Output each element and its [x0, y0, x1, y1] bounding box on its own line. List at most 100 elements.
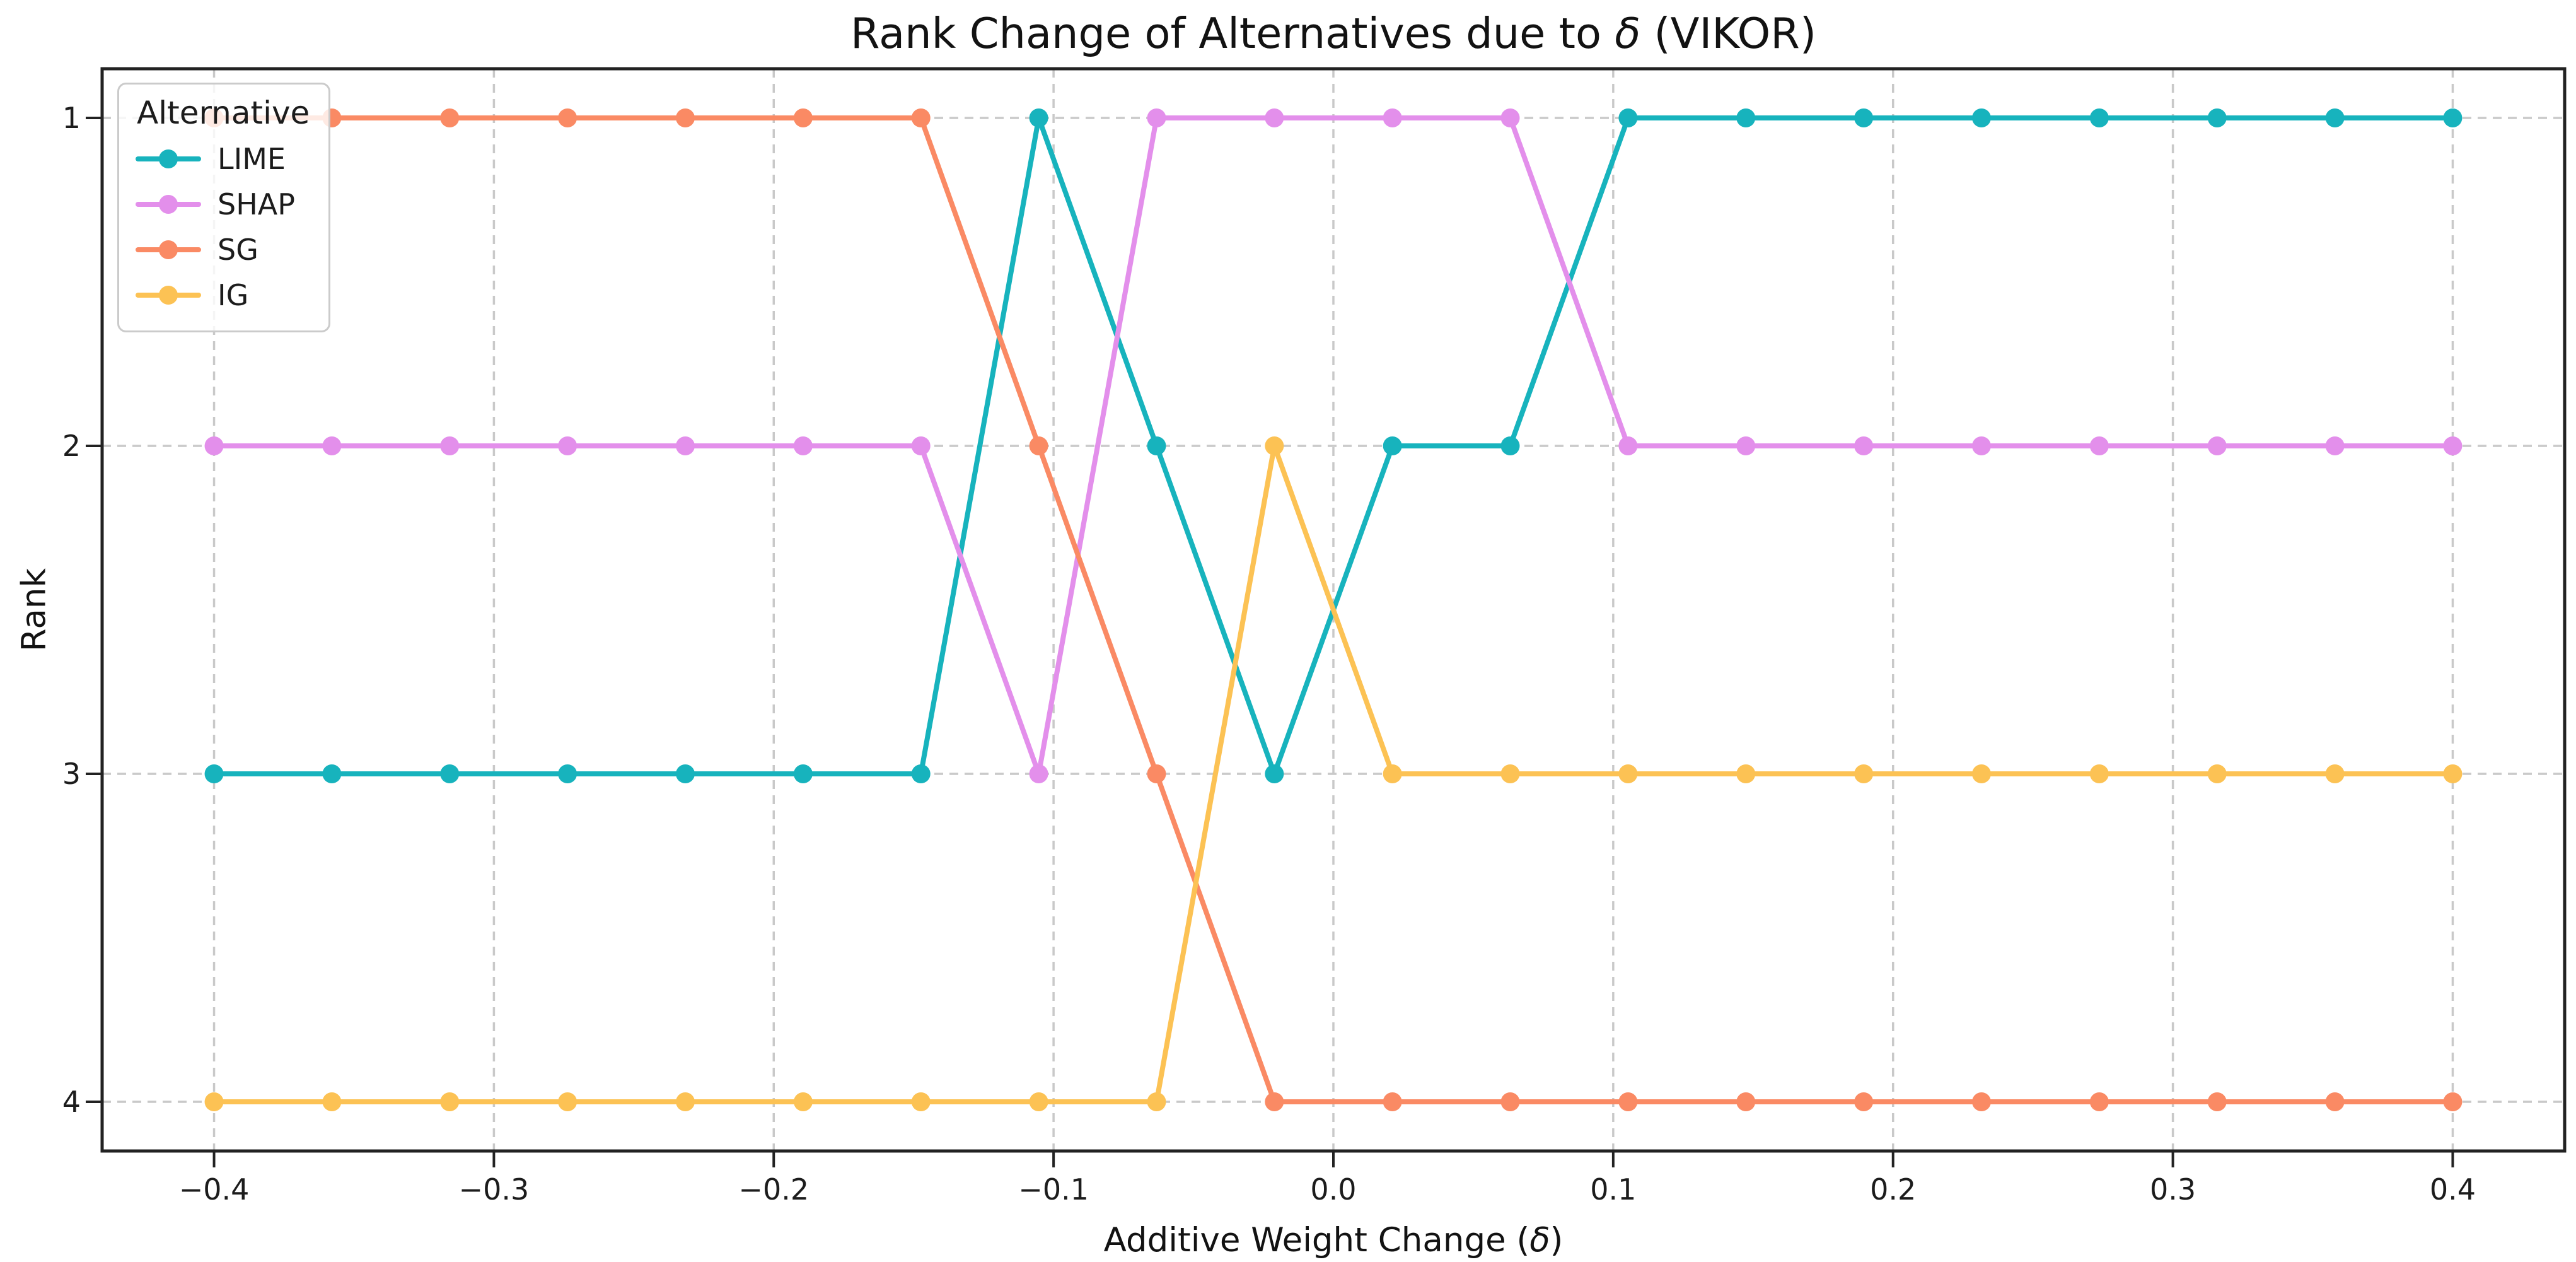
- legend-item-shap: SHAP: [136, 182, 310, 227]
- data-point-sg: [2325, 1092, 2345, 1111]
- data-point-shap: [2443, 436, 2463, 455]
- data-point-ig: [2089, 764, 2109, 783]
- series-sg: [204, 108, 2463, 1111]
- data-point-sg: [1147, 764, 1166, 783]
- legend-dot-icon: [159, 149, 178, 168]
- delta-symbol: δ: [1615, 9, 1641, 58]
- x-tick-label: 0.2: [1870, 1172, 1916, 1206]
- data-point-shap: [2207, 436, 2227, 455]
- data-point-ig: [322, 1092, 342, 1111]
- data-point-shap: [2089, 436, 2109, 455]
- data-point-ig: [911, 1092, 931, 1111]
- data-point-lime: [1383, 436, 1402, 455]
- data-point-ig: [2207, 764, 2227, 783]
- data-point-lime: [322, 764, 342, 783]
- data-point-ig: [1265, 436, 1284, 455]
- data-point-ig: [2443, 764, 2463, 783]
- data-point-shap: [1147, 108, 1166, 127]
- data-point-ig: [1736, 764, 1756, 783]
- legend-label-lime: LIME: [218, 142, 286, 176]
- x-axis-label: Additive Weight Change (δ): [102, 1221, 2565, 1259]
- data-point-sg: [2089, 1092, 2109, 1111]
- data-point-sg: [558, 108, 577, 127]
- data-point-lime: [1854, 108, 1874, 127]
- data-point-sg: [440, 108, 460, 127]
- data-point-shap: [1383, 108, 1402, 127]
- x-tick-label: 0.3: [2150, 1172, 2196, 1206]
- data-point-shap: [1854, 436, 1874, 455]
- x-tick-label: 0.4: [2430, 1172, 2476, 1206]
- legend-marker-lime-icon: [136, 149, 201, 168]
- data-point-lime: [676, 764, 695, 783]
- x-tick-label: −0.1: [1018, 1172, 1089, 1206]
- data-point-sg: [1500, 1092, 1520, 1111]
- data-point-shap: [1971, 436, 1991, 455]
- data-point-shap: [1618, 436, 1638, 455]
- data-point-lime: [204, 764, 224, 783]
- data-point-sg: [1971, 1092, 1991, 1111]
- data-point-lime: [1971, 108, 1991, 127]
- legend-item-ig: IG: [136, 272, 310, 318]
- legend-marker-ig-icon: [136, 286, 201, 305]
- data-point-lime: [1029, 108, 1048, 127]
- data-point-shap: [793, 436, 813, 455]
- legend: Alternative LIME SHAP SG: [117, 83, 331, 332]
- data-point-lime: [1265, 764, 1284, 783]
- y-tick-label: 4: [62, 1085, 81, 1119]
- legend-dot-icon: [159, 286, 178, 305]
- data-point-ig: [1383, 764, 1402, 783]
- legend-marker-sg-icon: [136, 240, 201, 259]
- series-line-sg: [211, 115, 2456, 1104]
- data-point-lime: [911, 764, 931, 783]
- x-axis-label-suffix: ): [1550, 1221, 1564, 1259]
- tick-labels: −0.4 −0.3 −0.2 −0.1 0.0 0.1 0.2 0.3 0.4 1 2 3 4: [62, 101, 2476, 1206]
- chart-title: Rank Change of Alternatives due to δ (VI…: [102, 9, 2565, 58]
- legend-title: Alternative: [137, 95, 310, 131]
- data-point-ig: [1854, 764, 1874, 783]
- data-point-ig: [1500, 764, 1520, 783]
- legend-item-sg: SG: [136, 227, 310, 272]
- data-point-sg: [2207, 1092, 2227, 1111]
- data-point-sg: [1383, 1092, 1402, 1111]
- x-tick-label: −0.3: [459, 1172, 530, 1206]
- y-tick-label: 1: [62, 101, 81, 135]
- legend-item-lime: LIME: [136, 136, 310, 182]
- data-point-sg: [793, 108, 813, 127]
- data-point-ig: [1029, 1092, 1048, 1111]
- legend-label-sg: SG: [218, 233, 258, 267]
- x-tick-label: −0.2: [738, 1172, 809, 1206]
- ticks: [86, 117, 2454, 1167]
- data-point-sg: [1618, 1092, 1638, 1111]
- data-point-shap: [676, 436, 695, 455]
- x-tick-label: 0.1: [1590, 1172, 1636, 1206]
- data-point-sg: [911, 108, 931, 127]
- data-point-sg: [1265, 1092, 1284, 1111]
- data-point-sg: [676, 108, 695, 127]
- data-point-lime: [793, 764, 813, 783]
- legend-dot-icon: [159, 195, 178, 214]
- series-line-shap: [211, 115, 2456, 776]
- legend-dot-icon: [159, 240, 178, 259]
- legend-label-ig: IG: [218, 278, 249, 312]
- y-tick-label: 3: [62, 757, 81, 791]
- data-point-ig: [2325, 764, 2345, 783]
- data-point-sg: [1029, 436, 1048, 455]
- data-point-shap: [204, 436, 224, 455]
- data-point-ig: [676, 1092, 695, 1111]
- chart-title-suffix: (VIKOR): [1640, 9, 1816, 58]
- data-point-shap: [1029, 764, 1048, 783]
- data-point-lime: [1147, 436, 1166, 455]
- data-point-shap: [322, 436, 342, 455]
- legend-marker-shap-icon: [136, 195, 201, 214]
- x-tick-label: 0.0: [1310, 1172, 1356, 1206]
- data-point-ig: [204, 1092, 224, 1111]
- data-point-lime: [1618, 108, 1638, 127]
- data-point-shap: [1265, 108, 1284, 127]
- y-tick-label: 2: [62, 429, 81, 463]
- data-point-sg: [2443, 1092, 2463, 1111]
- data-point-shap: [440, 436, 460, 455]
- data-point-ig: [1971, 764, 1991, 783]
- data-point-ig: [440, 1092, 460, 1111]
- data-point-lime: [440, 764, 460, 783]
